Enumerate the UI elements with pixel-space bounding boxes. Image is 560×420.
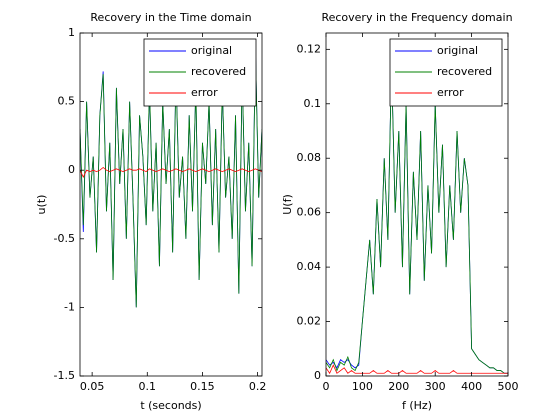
- x-tick-label: 500: [498, 380, 519, 393]
- axes-box: [79, 32, 263, 377]
- y-tick-label: 0.12: [297, 42, 322, 55]
- x-tick-label: 0: [323, 380, 330, 393]
- legend-label: error: [437, 86, 464, 99]
- series-line: [80, 46, 262, 308]
- legend-label: original: [191, 44, 232, 57]
- x-axis-label: t (seconds): [140, 399, 201, 412]
- y-tick-label: 0.08: [297, 151, 322, 164]
- x-axis-label: f (Hz): [402, 399, 432, 412]
- y-tick-label: 0.04: [297, 260, 322, 273]
- x-tick-label: 0.1: [139, 380, 157, 393]
- y-tick-label: 0.06: [297, 206, 322, 219]
- x-tick-label: 400: [461, 380, 482, 393]
- legend-label: error: [191, 86, 218, 99]
- y-tick-label: 0.5: [58, 95, 76, 108]
- y-tick-label: 0: [314, 369, 321, 382]
- y-tick-label: -1: [64, 300, 75, 313]
- x-tick-label: 100: [352, 380, 373, 393]
- y-axis-label: U(f): [281, 194, 294, 215]
- legend-label: original: [437, 44, 478, 57]
- x-tick-label: 300: [425, 380, 446, 393]
- y-tick-label: 0: [68, 163, 75, 176]
- y-axis-label: u(t): [35, 195, 48, 215]
- legend-label: recovered: [437, 65, 492, 78]
- chart-title: Recovery in the Time domain: [90, 11, 251, 24]
- series-line: [326, 62, 508, 374]
- x-tick-label: 200: [388, 380, 409, 393]
- x-tick-label: 0.15: [190, 380, 215, 393]
- legend-box: [143, 38, 257, 107]
- x-tick-label: 0.2: [249, 380, 267, 393]
- x-tick-label: 0.05: [80, 380, 105, 393]
- series-line: [326, 364, 508, 375]
- y-tick-label: 0.1: [304, 97, 322, 110]
- y-tick-label: -0.5: [54, 232, 75, 245]
- legend-label: recovered: [191, 65, 246, 78]
- y-tick-label: 0.02: [297, 315, 322, 328]
- y-tick-label: 1: [68, 26, 75, 39]
- axes-box: [325, 32, 509, 377]
- series-line: [80, 166, 262, 178]
- chart-title: Recovery in the Frequency domain: [321, 11, 512, 24]
- y-tick-label: -1.5: [54, 369, 75, 382]
